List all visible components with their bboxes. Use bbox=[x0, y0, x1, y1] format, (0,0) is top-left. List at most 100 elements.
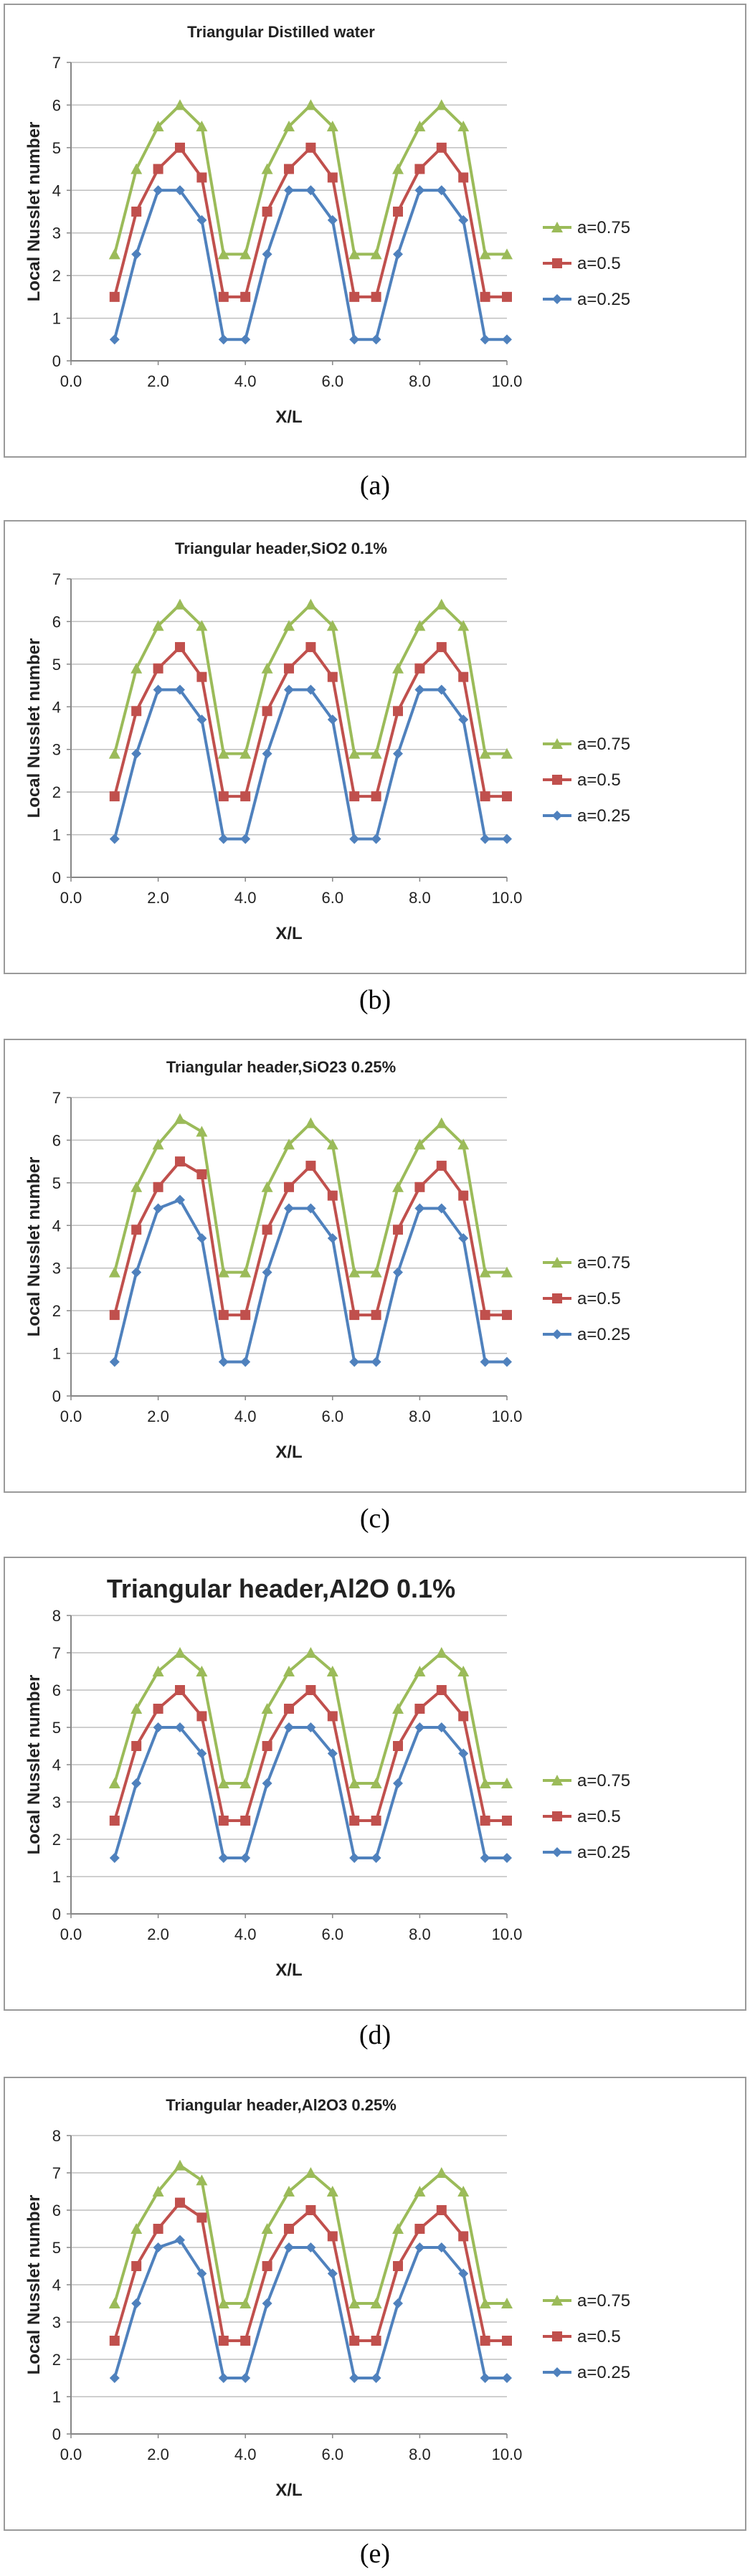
series-line bbox=[113, 602, 507, 755]
legend-label: a=0.25 bbox=[577, 1325, 630, 1344]
data-point bbox=[479, 747, 491, 759]
caption-b: (b) bbox=[359, 985, 391, 1015]
data-point bbox=[175, 2197, 185, 2208]
data-point bbox=[305, 2167, 317, 2178]
data-point bbox=[130, 2223, 143, 2234]
legend-entry: a=0.5 bbox=[543, 254, 621, 273]
data-point bbox=[327, 671, 338, 682]
x-tick-label: 6.0 bbox=[322, 372, 344, 390]
data-point bbox=[153, 185, 163, 196]
series-a=0.5 bbox=[109, 2197, 512, 2346]
data-point bbox=[305, 1161, 316, 1171]
data-point bbox=[371, 791, 381, 802]
data-point bbox=[502, 834, 512, 844]
chart-svg-c: Triangular header,SiO23 0.25% 0 1 2 3 4 5 6 7 0.0… bbox=[24, 1058, 630, 1462]
x-tick-label: 2.0 bbox=[147, 372, 169, 390]
data-point bbox=[283, 121, 295, 132]
data-point bbox=[240, 2373, 251, 2383]
data-point bbox=[370, 1266, 382, 1278]
data-point bbox=[218, 791, 229, 802]
data-point bbox=[436, 2242, 447, 2252]
data-point bbox=[174, 99, 186, 110]
x-tick-label: 4.0 bbox=[234, 1925, 257, 1943]
data-point bbox=[371, 1853, 381, 1863]
data-point bbox=[261, 163, 273, 174]
data-point bbox=[502, 291, 512, 302]
data-point bbox=[262, 1225, 272, 1235]
legend-label: a=0.25 bbox=[577, 806, 630, 826]
x-tick-label: 10.0 bbox=[492, 372, 523, 390]
data-point bbox=[174, 2159, 186, 2171]
legend-marker bbox=[552, 1293, 562, 1303]
data-point bbox=[109, 1816, 120, 1826]
data-point bbox=[130, 1703, 143, 1714]
data-point bbox=[109, 834, 120, 844]
data-point bbox=[305, 185, 316, 196]
legend-label: a=0.5 bbox=[577, 1807, 621, 1826]
data-point bbox=[370, 747, 382, 759]
data-point bbox=[502, 1816, 512, 1826]
data-point bbox=[305, 642, 316, 653]
data-point bbox=[502, 791, 512, 802]
data-point bbox=[349, 2336, 360, 2346]
series-line bbox=[113, 688, 507, 841]
data-point bbox=[262, 1741, 272, 1751]
data-point bbox=[284, 663, 294, 674]
data-point bbox=[501, 2298, 513, 2308]
data-point bbox=[370, 1778, 382, 1788]
series-a=0.75 bbox=[108, 99, 513, 260]
y-tick-label: 3 bbox=[52, 2313, 61, 2331]
legend-marker bbox=[552, 775, 562, 785]
data-point bbox=[327, 2231, 338, 2242]
data-point bbox=[480, 791, 490, 802]
data-point bbox=[349, 291, 360, 302]
data-point bbox=[371, 1357, 381, 1367]
legend-marker bbox=[552, 258, 562, 268]
y-tick-label: 7 bbox=[52, 570, 61, 588]
data-point bbox=[349, 1853, 360, 1863]
data-point bbox=[284, 1203, 294, 1214]
data-point bbox=[175, 2235, 185, 2245]
data-point bbox=[501, 1778, 513, 1788]
data-point bbox=[305, 2242, 316, 2252]
series-line bbox=[113, 645, 507, 798]
legend-marker bbox=[551, 1257, 563, 1268]
y-tick-label: 6 bbox=[52, 2202, 61, 2219]
data-point bbox=[414, 2224, 425, 2234]
legend-entry: a=0.5 bbox=[543, 1289, 621, 1308]
data-point bbox=[392, 662, 404, 674]
legend-label: a=0.75 bbox=[577, 1771, 630, 1791]
chart-panel-b: Triangular header,SiO2 0.1% 0 1 2 3 4 5 6 7 0.0 2.… bbox=[4, 520, 746, 974]
data-point bbox=[393, 2261, 403, 2271]
data-point bbox=[371, 2336, 381, 2346]
data-point bbox=[131, 2298, 142, 2308]
data-point bbox=[175, 642, 185, 653]
data-point bbox=[371, 291, 381, 302]
data-point bbox=[218, 1853, 229, 1863]
data-point bbox=[175, 185, 185, 196]
chart-title: Triangular header,SiO2 0.1% bbox=[175, 539, 387, 557]
data-point bbox=[131, 706, 142, 717]
data-point bbox=[283, 1666, 295, 1676]
data-point bbox=[130, 1181, 143, 1192]
data-point bbox=[108, 248, 120, 260]
legend-entry: a=0.5 bbox=[543, 770, 621, 790]
data-point bbox=[218, 1357, 229, 1367]
series-line bbox=[113, 145, 507, 298]
data-point bbox=[109, 1853, 120, 1863]
data-point bbox=[153, 2224, 163, 2234]
chart-title: Triangular header,Al2O3 0.25% bbox=[166, 2096, 397, 2114]
data-point bbox=[239, 1778, 252, 1788]
series-a=0.75 bbox=[108, 598, 513, 759]
series-line bbox=[113, 2163, 507, 2305]
x-tick-label: 0.0 bbox=[60, 2445, 82, 2463]
data-point bbox=[480, 2373, 490, 2383]
chart-title: Triangular header,SiO23 0.25% bbox=[166, 1058, 396, 1076]
data-point bbox=[349, 834, 360, 844]
x-tick-label: 6.0 bbox=[322, 2445, 344, 2463]
data-point bbox=[109, 334, 120, 345]
caption-d: (d) bbox=[359, 2020, 391, 2050]
data-point bbox=[349, 1816, 360, 1826]
legend-label: a=0.25 bbox=[577, 290, 630, 309]
x-tick-label: 2.0 bbox=[147, 1407, 169, 1425]
